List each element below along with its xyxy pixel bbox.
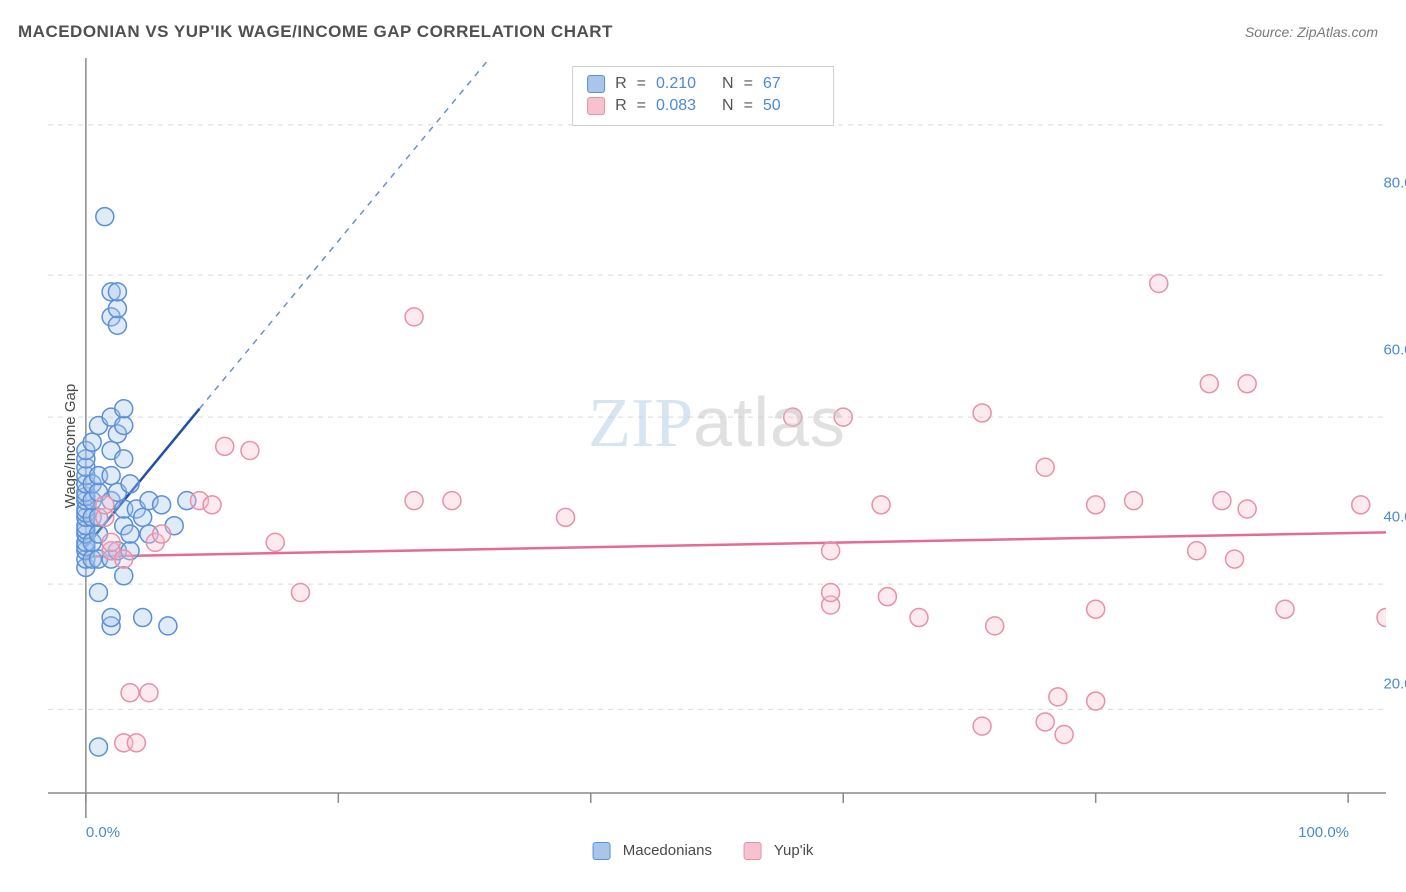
stat-n-value: 67 bbox=[763, 75, 819, 93]
scatter-plot-svg bbox=[48, 58, 1386, 818]
plot-area: ZIPatlas 20.0%40.0%60.0%80.0% bbox=[48, 58, 1386, 818]
y-tick-label: 60.0% bbox=[1383, 341, 1406, 358]
y-tick-label: 80.0% bbox=[1383, 174, 1406, 191]
swatch-icon bbox=[587, 75, 605, 93]
stats-row-yupik: R = 0.083 N = 50 bbox=[587, 95, 819, 117]
x-tick-label: 100.0% bbox=[1298, 824, 1349, 841]
x-tick-label: 0.0% bbox=[86, 824, 120, 841]
stat-eq: = bbox=[744, 75, 753, 93]
stat-r-value: 0.083 bbox=[656, 97, 712, 115]
stat-eq: = bbox=[637, 75, 646, 93]
legend-item-yupik: Yup'ik bbox=[744, 842, 813, 860]
stat-eq: = bbox=[744, 97, 753, 115]
stats-row-macedonians: R = 0.210 N = 67 bbox=[587, 73, 819, 95]
y-tick-label: 40.0% bbox=[1383, 508, 1406, 525]
stat-label: N bbox=[722, 75, 734, 93]
legend-label: Yup'ik bbox=[774, 842, 814, 859]
swatch-icon bbox=[593, 842, 611, 860]
stat-r-value: 0.210 bbox=[656, 75, 712, 93]
stat-label: R bbox=[615, 97, 627, 115]
y-tick-label: 20.0% bbox=[1383, 675, 1406, 692]
legend-label: Macedonians bbox=[623, 842, 712, 859]
source-attribution: Source: ZipAtlas.com bbox=[1245, 24, 1378, 40]
stat-label: N bbox=[722, 97, 734, 115]
stat-eq: = bbox=[637, 97, 646, 115]
swatch-icon bbox=[744, 842, 762, 860]
footer-legend: Macedonians Yup'ik bbox=[593, 842, 814, 860]
swatch-icon bbox=[587, 97, 605, 115]
stat-label: R bbox=[615, 75, 627, 93]
stats-legend-box: R = 0.210 N = 67 R = 0.083 N = 50 bbox=[572, 66, 834, 126]
stat-n-value: 50 bbox=[763, 97, 819, 115]
legend-item-macedonians: Macedonians bbox=[593, 842, 712, 860]
chart-title: MACEDONIAN VS YUP'IK WAGE/INCOME GAP COR… bbox=[18, 22, 613, 42]
